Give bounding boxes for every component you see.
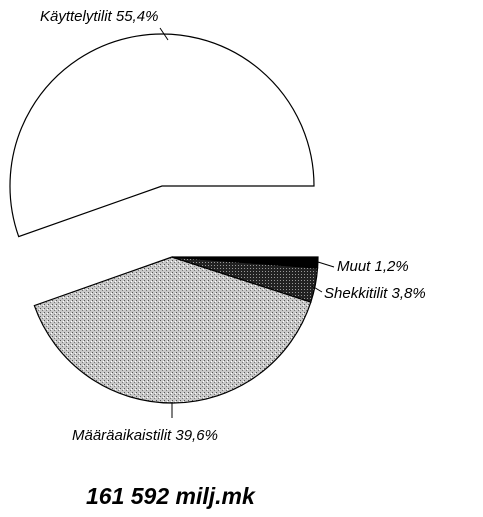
pie-slice <box>171 256 319 269</box>
slices <box>9 33 319 404</box>
pie-slice <box>33 256 312 404</box>
slice-label: Määräaikaistilit 39,6% <box>72 427 218 444</box>
leader-lines <box>159 27 335 418</box>
slice-label: Käyttelytilit 55,4% <box>40 8 158 25</box>
slice-label: Shekkitilit 3,8% <box>324 285 426 302</box>
chart-title: 161 592 milj.mk <box>86 483 256 509</box>
pie-slice <box>9 33 315 238</box>
slice-label: Muut 1,2% <box>337 258 409 275</box>
